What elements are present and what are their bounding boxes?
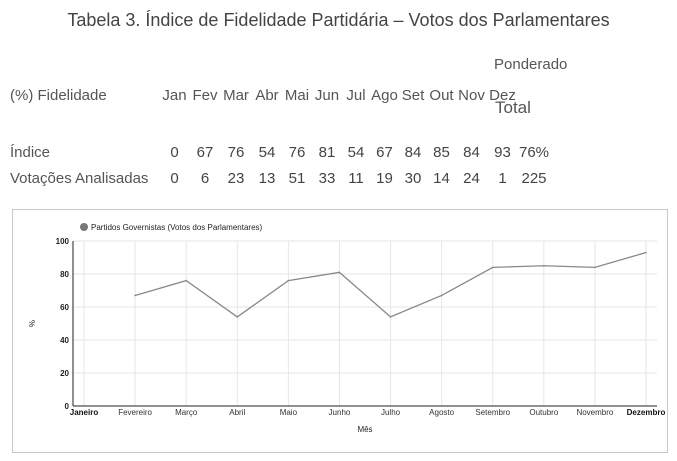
y-tick-label: 60 — [60, 303, 69, 312]
votacoes-cell: 51 — [288, 170, 306, 187]
line-chart: 0 20 40 60 80 100 Janeiro Fevereiro Março Abril Ma… — [28, 223, 666, 434]
x-tick-label: Agosto — [429, 408, 454, 417]
indice-cell: 76 — [227, 144, 245, 161]
data-point — [491, 266, 494, 269]
indice-total: 76% — [518, 144, 550, 161]
month-header-fev: Fev — [192, 87, 218, 104]
x-tick-label: Maio — [280, 408, 298, 417]
x-tick-label: Fevereiro — [118, 408, 152, 417]
data-point — [543, 264, 545, 267]
data-point — [338, 271, 341, 274]
votacoes-cell: 14 — [433, 170, 450, 187]
indice-cell: 67 — [376, 144, 393, 161]
indice-cell: 54 — [258, 144, 276, 161]
month-header-jan: Jan — [162, 87, 187, 104]
table-title: Tabela 3. Índice de Fidelidade Partidári… — [67, 10, 610, 30]
x-tick-label: Setembro — [475, 408, 510, 417]
votacoes-row: 0 6 23 13 51 33 11 19 30 14 24 1 — [159, 170, 518, 187]
month-header-nov: Nov — [458, 87, 485, 104]
indice-cell: 85 — [433, 144, 450, 161]
month-header-mai: Mai — [284, 87, 310, 104]
indice-cell: 93 — [494, 144, 511, 161]
x-tick-label: Julho — [381, 408, 401, 417]
header-label: (%) Fidelidade — [10, 87, 107, 104]
y-tick-label: 20 — [60, 369, 69, 378]
data-point — [594, 266, 596, 269]
legend-marker — [80, 223, 88, 231]
votacoes-cell: 0 — [170, 170, 179, 187]
y-tick-label: 40 — [60, 336, 69, 345]
x-tick-label: Abril — [229, 408, 245, 417]
x-tick-label: Outubro — [529, 408, 558, 417]
x-axis-title: Mês — [357, 425, 372, 434]
total-label: Total — [495, 98, 531, 117]
legend-label: Partidos Governistas (Votos dos Parlamen… — [91, 223, 263, 232]
row-label-votacoes: Votações Analisadas — [10, 170, 149, 187]
month-header-mar: Mar — [223, 87, 249, 104]
month-header-abr: Abr — [255, 87, 279, 104]
votacoes-cell: 33 — [318, 170, 336, 187]
indice-cell: 0 — [170, 144, 179, 161]
y-axis-title: % — [28, 320, 37, 327]
indice-cell: 54 — [347, 144, 365, 161]
y-tick-label: 0 — [65, 402, 70, 411]
month-header-out: Out — [429, 87, 454, 104]
x-tick-label: Junho — [329, 408, 351, 417]
data-point — [236, 316, 239, 318]
indice-cell: 76 — [288, 144, 306, 161]
data-point — [389, 316, 392, 318]
x-tick-label: Dezembro — [627, 408, 666, 417]
votacoes-cell: 30 — [404, 170, 422, 187]
votacoes-cell: 23 — [227, 170, 245, 187]
month-header-jul: Jul — [346, 87, 366, 104]
data-point — [440, 294, 443, 297]
month-header-jun: Jun — [314, 87, 340, 104]
month-header-ago: Ago — [371, 87, 398, 104]
month-header-dez: Dez — [489, 87, 516, 104]
votacoes-total: 225 — [521, 170, 547, 187]
data-point — [645, 251, 647, 254]
y-tick-label: 80 — [60, 270, 69, 279]
indice-cell: 81 — [318, 144, 336, 161]
row-label-indice: Índice — [10, 144, 51, 161]
data-point — [134, 294, 136, 297]
x-tick-label: Março — [175, 408, 198, 417]
chart-container: 0 20 40 60 80 100 Janeiro Fevereiro Março Abril Ma… — [12, 209, 668, 453]
votacoes-cell: 6 — [200, 170, 210, 187]
indice-row: 0 67 76 54 76 81 54 67 84 85 84 93 — [159, 144, 518, 161]
x-tick-label: Janeiro — [70, 408, 99, 417]
votacoes-cell: 24 — [463, 170, 480, 187]
votacoes-cell: 11 — [348, 170, 364, 187]
votacoes-cell: 13 — [258, 170, 276, 187]
indice-cell: 84 — [463, 144, 480, 161]
data-point — [287, 279, 290, 282]
indice-cell: 67 — [196, 144, 214, 161]
month-header-row: Jan Fev Mar Abr Mai Jun Jul Ago Set Out Nov Dez — [159, 87, 518, 104]
data-point — [185, 279, 187, 282]
ponderado-label: Ponderado — [494, 56, 568, 73]
x-tick-label: Novembro — [576, 408, 613, 417]
votacoes-cell: 19 — [376, 170, 393, 187]
indice-cell: 84 — [404, 144, 422, 161]
month-header-set: Set — [401, 87, 425, 104]
y-tick-label: 100 — [56, 237, 70, 246]
votacoes-cell: 1 — [498, 170, 507, 187]
